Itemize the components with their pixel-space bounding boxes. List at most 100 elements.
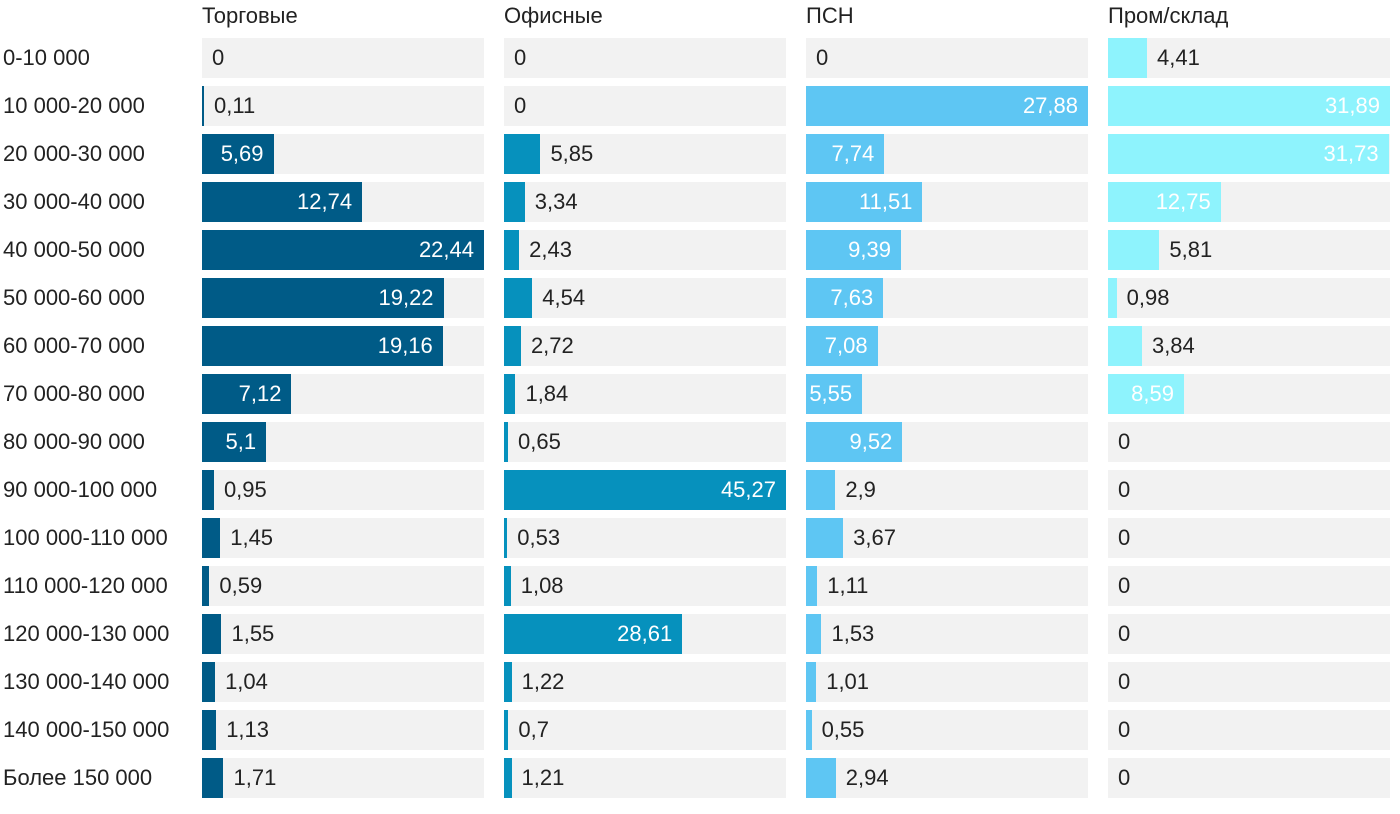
bar-track: 1,01 [806, 662, 1088, 702]
bar-value-label: 12,74 [297, 189, 353, 214]
bar-value-label: 1,22 [521, 669, 565, 694]
row-label: 70 000-80 000 [3, 381, 145, 406]
column-header: ПСН [806, 3, 854, 28]
bar-track: 5,81 [1108, 230, 1390, 270]
bar-track: 1,04 [202, 662, 484, 702]
bar-track: 1,55 [202, 614, 484, 654]
bar-track: 7,12 [202, 374, 484, 414]
bar-value-label: 0,59 [219, 573, 263, 598]
bar-track: 2,9 [806, 470, 1088, 510]
bar-value-label: 1,71 [233, 765, 277, 790]
bar-track: 1,08 [504, 566, 786, 606]
bar-value-label: 0 [212, 45, 225, 70]
bar-value-label: 1,45 [230, 525, 274, 550]
bar-track: 0 [202, 38, 484, 78]
bar-track: 0,59 [202, 566, 484, 606]
bar-value-label: 19,22 [378, 285, 434, 310]
bar-value-label: 0 [816, 45, 829, 70]
bar-track: 3,67 [806, 518, 1088, 558]
bar-value-label: 0 [1118, 573, 1131, 598]
bar [806, 374, 863, 414]
bar-value-label: 1,04 [225, 669, 268, 694]
bar [504, 134, 541, 174]
bar-value-label: 31,73 [1323, 141, 1379, 166]
bar-track: 0 [504, 38, 786, 78]
bar [202, 374, 292, 414]
bar-value-label: 0 [514, 93, 527, 118]
bar-value-label: 0,65 [518, 429, 561, 454]
bar-track: 0,55 [806, 710, 1088, 750]
bar-value-label: 0 [1118, 669, 1131, 694]
bar-track: 0 [1108, 710, 1390, 750]
row-label: 80 000-90 000 [3, 429, 145, 454]
bar-track: 0,98 [1108, 278, 1390, 318]
bar [202, 182, 363, 222]
bar [504, 470, 786, 510]
bar-value-label: 1,11 [827, 573, 869, 598]
bar-track: 2,72 [504, 326, 786, 366]
bar-value-label: 5,55 [809, 381, 853, 406]
bar-value-label: 27,88 [1022, 93, 1078, 118]
bar-value-label: 0,11 [214, 93, 256, 118]
bar-value-label: 7,63 [830, 285, 874, 310]
bar-track: 4,41 [1108, 38, 1390, 78]
bar-track: 0,53 [504, 518, 786, 558]
bar-value-label: 1,84 [525, 381, 569, 406]
bar-value-label: 9,39 [848, 237, 891, 262]
bar-track: 2,94 [806, 758, 1088, 798]
row-label: 40 000-50 000 [3, 237, 145, 262]
bar-value-label: 0 [1118, 765, 1131, 790]
bar-track: 3,84 [1108, 326, 1390, 366]
bar-track: 9,39 [806, 230, 1088, 270]
bar [504, 230, 520, 270]
bar [202, 758, 224, 798]
bar [1108, 134, 1389, 174]
bar [504, 614, 683, 654]
bar-track: 27,88 [806, 86, 1088, 126]
bar [1108, 278, 1117, 318]
bar-value-label: 1,21 [521, 765, 565, 790]
bar-value-label: 0 [1118, 621, 1131, 646]
bar-value-label: 1,08 [520, 573, 564, 598]
bar [202, 566, 210, 606]
bar-track: 7,08 [806, 326, 1088, 366]
bar-value-label: 0 [1118, 429, 1131, 454]
bar-value-label: 7,08 [824, 333, 868, 358]
bar-track: 45,27 [504, 470, 786, 510]
bar-value-label: 0 [1118, 717, 1131, 742]
bar-track: 31,89 [1108, 86, 1390, 126]
bar-track: 19,16 [202, 326, 484, 366]
bar-track: 4,54 [504, 278, 786, 318]
bar-track: 1,11 [806, 566, 1088, 606]
bar-value-label: 0,53 [517, 525, 561, 550]
bar [202, 470, 214, 510]
bar [202, 614, 222, 654]
bar-value-label: 19,16 [377, 333, 433, 358]
row-label: 120 000-130 000 [3, 621, 170, 646]
bar-track: 0 [1108, 518, 1390, 558]
bar-value-label: 7,74 [831, 141, 875, 166]
bar-value-label: 0,98 [1126, 285, 1170, 310]
bar-value-label: 0 [1118, 477, 1131, 502]
column-header: Торговые [202, 3, 298, 28]
bar-value-label: 0 [514, 45, 527, 70]
bar-track: 8,59 [1108, 374, 1390, 414]
bar [504, 422, 509, 462]
bar-value-label: 0,55 [821, 717, 865, 742]
row-label: 60 000-70 000 [3, 333, 145, 358]
row-label: 140 000-150 000 [3, 717, 170, 742]
bar-value-label: 0,95 [223, 477, 267, 502]
bar-track: 0 [1108, 470, 1390, 510]
bar-value-label: 11,51 [859, 189, 913, 214]
row-label: 50 000-60 000 [3, 285, 145, 310]
bar-track: 5,55 [806, 374, 1088, 414]
bar-track: 2,43 [504, 230, 786, 270]
bar-track: 1,13 [202, 710, 484, 750]
bar [202, 86, 204, 126]
bar-value-label: 2,9 [845, 477, 876, 502]
bar-value-label: 5,1 [225, 429, 257, 454]
bar [202, 230, 484, 270]
bar [1108, 326, 1142, 366]
bar-track: 0 [1108, 422, 1390, 462]
bar [504, 662, 512, 702]
